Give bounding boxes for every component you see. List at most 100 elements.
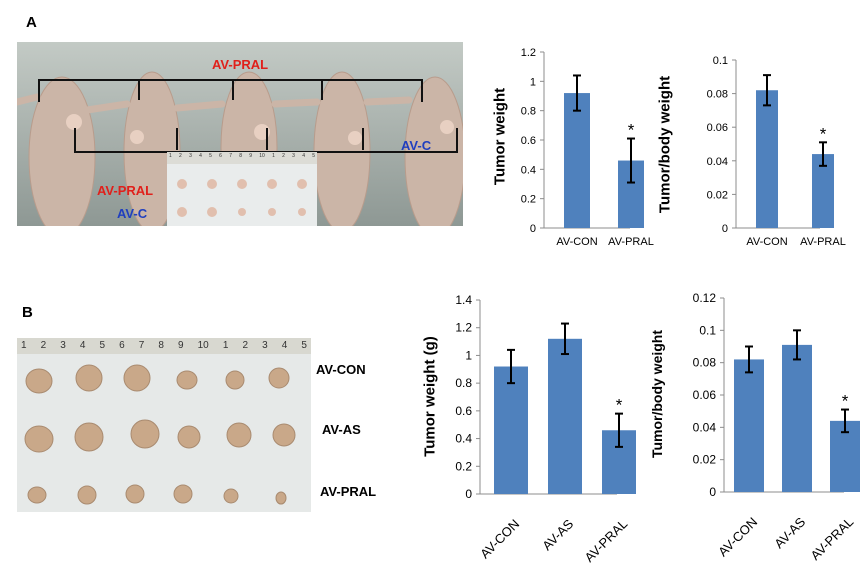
ruler-mark: 4 <box>302 153 305 159</box>
y-tick-label: 0 <box>722 223 728 235</box>
y-tick-label: 1.4 <box>455 293 472 307</box>
y-tick-label: 0.04 <box>707 156 728 168</box>
x-category-label: AV-PRAL <box>807 514 857 563</box>
y-tick-label: 0.06 <box>693 388 717 402</box>
x-category-label: AV-CON <box>477 516 523 562</box>
ruler-b: 1 2 3 4 5 6 7 8 9 10 1 2 3 4 5 <box>21 340 307 352</box>
ylabel-a2: Tumor/body weight <box>656 75 674 214</box>
y-tick-label: 0.08 <box>707 89 728 101</box>
tumor-photo: 1 2 3 4 5 6 7 8 9 10 1 2 3 4 5 <box>17 338 311 512</box>
significance-star: * <box>820 124 827 143</box>
ruler-mark: 8 <box>158 340 164 351</box>
bar <box>564 93 590 228</box>
ruler-mark: 5 <box>99 340 106 351</box>
ruler-mark: 3 <box>262 340 268 351</box>
y-tick-label: 0.06 <box>707 122 728 134</box>
ruler-mark: 8 <box>239 153 242 159</box>
y-tick-label: 0 <box>465 487 472 501</box>
y-tick-label: 0.02 <box>693 453 717 467</box>
ruler-mark: 6 <box>219 153 222 159</box>
chart-tumor-weight-b: 0 0.2 0.4 0.6 0.8 1 1.2 1.4 * AV-CON AV-AS AV-PRAL <box>452 293 636 565</box>
y-tick-label: 1 <box>530 76 536 88</box>
bar <box>812 154 834 228</box>
ruler-mark: 4 <box>79 340 86 351</box>
ruler-mark: 3 <box>189 153 192 159</box>
label-av-c-right: AV-C <box>401 138 432 153</box>
label-av-pral-left: AV-PRAL <box>97 183 154 198</box>
x-category-label: AV-PRAL <box>581 516 631 565</box>
ruler-mark: 3 <box>292 153 295 159</box>
y-tick-label: 0.6 <box>521 135 536 147</box>
ruler-mark: 5 <box>209 153 212 159</box>
label-av-c-left: AV-C <box>117 206 148 221</box>
y-tick-label: 0 <box>709 485 716 499</box>
y-tick-label: 0.08 <box>693 356 717 370</box>
label-av-pral-top: AV-PRAL <box>212 57 269 72</box>
x-category-label: AV-PRAL <box>608 236 654 248</box>
ruler-mark: 1 <box>21 340 27 351</box>
y-tick-label: 0.02 <box>707 189 728 201</box>
ruler-mark: 4 <box>199 153 202 159</box>
x-category-label: AV-AS <box>771 514 809 552</box>
y-tick-label: 0.1 <box>699 323 716 337</box>
y-tick-label: 0.12 <box>693 291 717 305</box>
row-label-av-pral: AV-PRAL <box>320 484 377 499</box>
ruler-mark: 5 <box>312 153 315 159</box>
y-tick-label: 0.6 <box>455 404 472 418</box>
x-category-label: AV-AS <box>539 516 577 554</box>
x-category-label: AV-CON <box>746 236 788 248</box>
panel-a-letter: A <box>26 14 37 31</box>
ruler-mark: 3 <box>60 340 66 351</box>
y-tick-label: 0.04 <box>693 420 717 434</box>
chart-tumor-body-weight-a: 0 0.02 0.04 0.06 0.08 0.1 * AV-CON AV-PRAL <box>700 55 846 248</box>
ruler-mark: 6 <box>119 340 125 351</box>
ruler-mark: 2 <box>282 153 285 159</box>
ylabel-b2: Tumor/body weight <box>649 329 665 459</box>
ruler-mark: 7 <box>138 340 145 351</box>
bar <box>494 366 528 494</box>
ruler-mark: 1 <box>169 153 172 159</box>
y-tick-label: 0.8 <box>455 376 472 390</box>
bar <box>548 338 582 494</box>
panel-b-letter: B <box>22 304 33 321</box>
ylabel-b1: Tumor weight (g) <box>421 336 439 457</box>
chart-svg: 0 0.02 0.04 0.06 0.08 0.1 0.12 * <box>693 291 860 499</box>
x-category-label: AV-CON <box>715 514 761 560</box>
bar <box>734 359 764 492</box>
chart-tumor-body-weight-b: 0 0.02 0.04 0.06 0.08 0.1 0.12 * AV-CON AV-AS AV-P… <box>693 291 860 563</box>
significance-star: * <box>628 121 635 140</box>
significance-star: * <box>616 396 623 415</box>
y-tick-label: 0.2 <box>455 459 472 473</box>
y-tick-label: 0.1 <box>713 55 728 67</box>
ruler-mark: 10 <box>197 340 209 351</box>
ylabel-a1: Tumor weight <box>491 87 509 186</box>
ruler-mark: 9 <box>249 153 253 159</box>
chart-svg: 0 0.2 0.4 0.6 0.8 1 1.2 1.4 * <box>455 293 636 501</box>
chart-svg: 0 0.2 0.4 0.6 0.8 1 1.2 * <box>521 47 644 235</box>
ruler-mark: 1 <box>272 153 275 159</box>
ruler-mark: 2 <box>242 340 248 351</box>
ruler-mark: 9 <box>178 340 184 351</box>
ruler-mark: 5 <box>301 340 307 351</box>
mice-photo: 1 2 3 4 5 6 7 8 9 10 1 2 3 4 5 AV-PRAL AV-C AV-PRAL AV… <box>17 42 463 226</box>
ruler-mark: 2 <box>40 340 47 351</box>
row-label-av-con: AV-CON <box>316 362 366 377</box>
y-tick-label: 0.4 <box>521 164 536 176</box>
ruler-mark: 1 <box>222 340 229 351</box>
x-category-label: AV-PRAL <box>800 236 846 248</box>
ruler-a: 1 2 3 4 5 6 7 8 9 10 1 2 3 4 5 <box>169 153 315 163</box>
y-tick-label: 1.2 <box>521 47 536 59</box>
y-tick-label: 0.4 <box>455 432 472 446</box>
chart-tumor-weight-a: 0 0.2 0.4 0.6 0.8 1 1.2 * AV-CON AV-PRAL <box>520 47 654 248</box>
ruler-mark: 7 <box>229 153 232 159</box>
y-tick-label: 0 <box>530 223 536 235</box>
y-tick-label: 1 <box>465 348 472 362</box>
chart-svg: 0 0.02 0.04 0.06 0.08 0.1 * <box>707 55 834 235</box>
x-category-label: AV-CON <box>556 236 598 248</box>
bar <box>782 344 812 492</box>
ruler-mark: 2 <box>179 153 182 159</box>
significance-star: * <box>842 392 849 411</box>
bar <box>756 90 778 228</box>
y-tick-label: 1.2 <box>455 321 472 335</box>
y-tick-label: 0.8 <box>521 106 536 118</box>
